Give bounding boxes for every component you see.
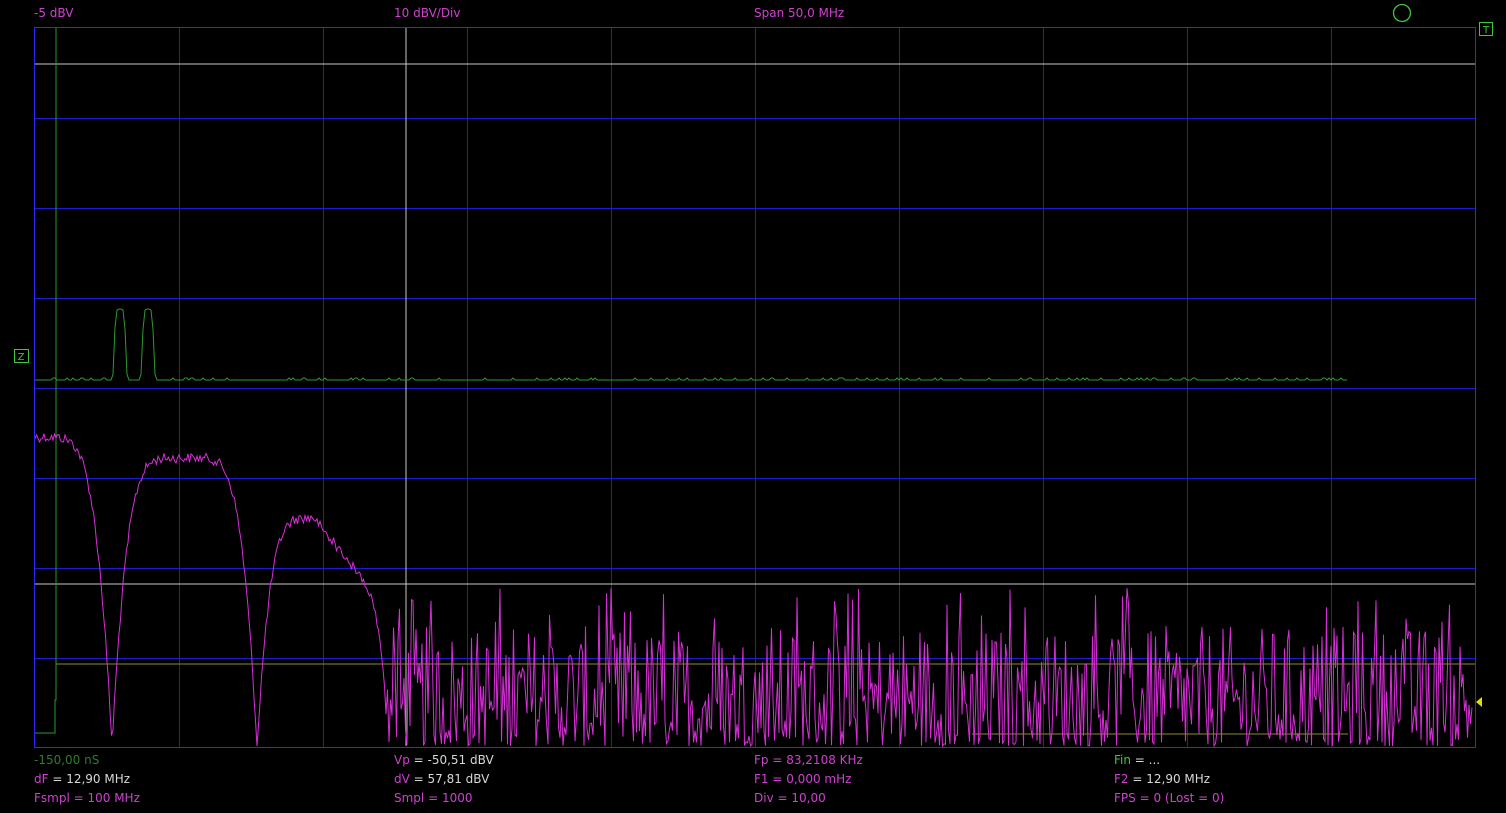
smpl-key: Smpl — [394, 791, 425, 805]
graticule-grid — [35, 28, 1475, 748]
channel-marker-symbol: Z — [18, 352, 25, 363]
spectrum-trace — [34, 432, 1473, 748]
fsmpl-value: = 100 MHz — [69, 791, 140, 805]
vp-value: = -50,51 dBV — [409, 753, 494, 767]
dv-readout: dV = 57,81 dBV — [394, 772, 489, 786]
fin-value: = ... — [1130, 753, 1161, 767]
trigger-marker-symbol: T — [1482, 25, 1490, 36]
fsmpl-readout: Fsmpl = 100 MHz — [34, 791, 140, 805]
run-status-icon[interactable] — [1392, 3, 1412, 23]
trigger-marker-icon[interactable]: T — [1479, 22, 1493, 37]
fps-value: = 0 (Lost = 0) — [1135, 791, 1225, 805]
smpl-readout: Smpl = 1000 — [394, 791, 473, 805]
plot-border — [34, 27, 1476, 748]
dv-value: = 57,81 dBV — [409, 772, 490, 786]
time-domain-trace — [35, 308, 1347, 381]
f2-readout: F2 = 12,90 MHz — [1114, 772, 1210, 786]
fin-readout: Fin = ... — [1114, 753, 1160, 767]
f1-key: F1 — [754, 772, 769, 786]
horizontal-cursor-lines[interactable] — [35, 63, 1475, 585]
df-value: = 12,90 MHz — [48, 772, 131, 786]
fp-readout: Fp = 83,2108 KHz — [754, 753, 863, 767]
df-key: dF — [34, 772, 49, 786]
reference-level-label: -5 dBV — [34, 6, 74, 20]
div-value: = 10,00 — [773, 791, 826, 805]
fps-key: FPS — [1114, 791, 1136, 805]
f1-value: = 0,000 mHz — [768, 772, 852, 786]
f2-value: = 12,90 MHz — [1128, 772, 1211, 786]
level-arrow-icon[interactable] — [1476, 697, 1482, 707]
df-readout: dF = 12,90 MHz — [34, 772, 130, 786]
fp-key: Fp — [754, 753, 769, 767]
div-key: Div — [754, 791, 774, 805]
scale-label: 10 dBV/Div — [394, 6, 461, 20]
span-label: Span 50,0 MHz — [754, 6, 845, 20]
vp-key: Vp — [394, 753, 410, 767]
f1-readout: F1 = 0,000 mHz — [754, 772, 851, 786]
fps-readout: FPS = 0 (Lost = 0) — [1114, 791, 1224, 805]
f2-key: F2 — [1114, 772, 1129, 786]
time-offset-readout: -150,00 nS — [34, 753, 100, 767]
fp-value: = 83,2108 KHz — [768, 753, 863, 767]
fsmpl-key: Fsmpl — [34, 791, 70, 805]
channel-marker-icon[interactable]: Z — [14, 349, 29, 364]
smpl-value: = 1000 — [424, 791, 473, 805]
div-readout: Div = 10,00 — [754, 791, 826, 805]
vp-readout: Vp = -50,51 dBV — [394, 753, 494, 767]
dv-key: dV — [394, 772, 410, 786]
fin-key: Fin — [1114, 753, 1131, 767]
trigger-level-trace — [35, 28, 57, 734]
